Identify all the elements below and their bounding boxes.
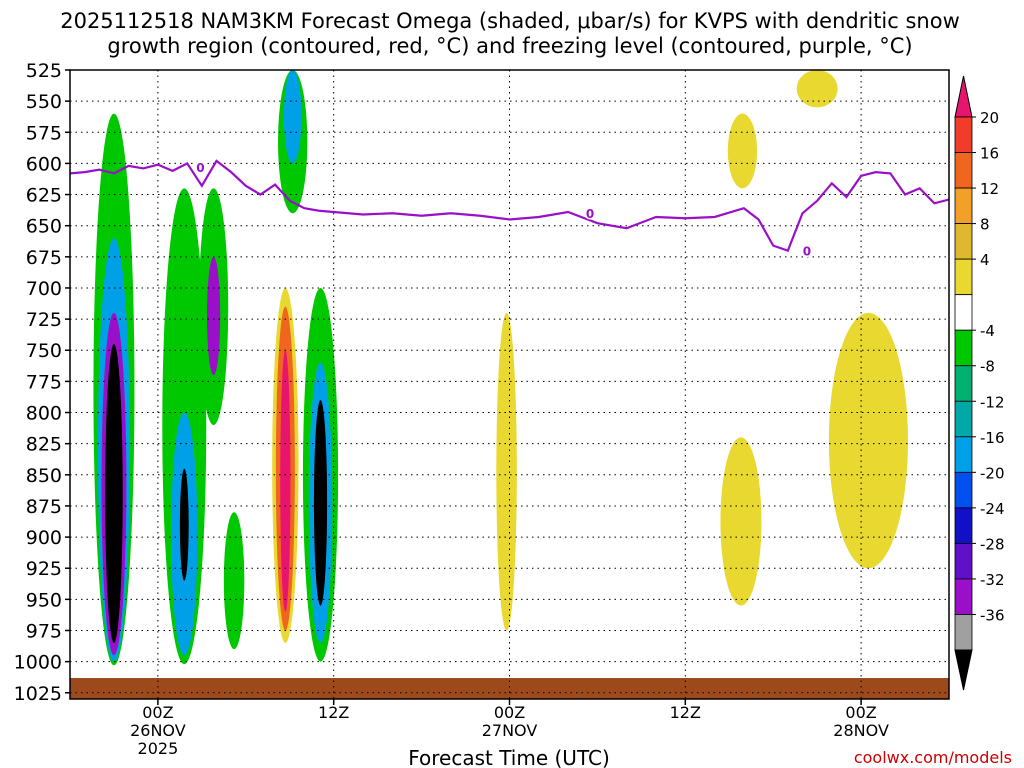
omega-region-9: [223, 512, 245, 650]
colorbar-swatch-14: [954, 614, 973, 651]
colorbar-swatch-9: [954, 436, 973, 473]
colorbar-swatch-3: [954, 223, 973, 260]
y-tick-label-625: 625: [26, 185, 62, 207]
credit-text: coolwx.com/models: [854, 748, 1012, 767]
x-tick-label-6-1: 26NOV: [130, 721, 186, 740]
x-tick-label-30-1: 27NOV: [482, 721, 538, 740]
y-tick-label-575: 575: [26, 122, 62, 144]
colorbar-label--28: -28: [980, 535, 1005, 553]
y-tick-label-925: 925: [26, 558, 62, 580]
colorbar-label--24: -24: [980, 500, 1005, 518]
colorbar-swatch-2: [954, 187, 973, 224]
colorbar: 20 16 12 8 4 -4 -8 -12 -16 -20 -24 -28 -32 -36: [954, 75, 1005, 691]
colorbar-swatch-10: [954, 471, 973, 509]
colorbar-label-16: 16: [980, 145, 999, 163]
colorbar-label-12: 12: [980, 180, 999, 198]
x-tick-label-54-1: 28NOV: [833, 721, 889, 740]
y-tick-label-875: 875: [26, 496, 62, 518]
y-tick-label-700: 700: [26, 278, 62, 300]
colorbar-top-arrow: [954, 75, 973, 118]
y-tick-label-600: 600: [26, 153, 62, 175]
omega-region-20: [720, 437, 762, 606]
colorbar-swatch-11: [954, 507, 973, 544]
y-tick-label-975: 975: [26, 620, 62, 642]
colorbar-swatch-12: [954, 543, 973, 580]
freezing-level-label-2: 0: [803, 245, 811, 259]
y-tick-label-550: 550: [26, 91, 62, 113]
freezing-level-label-1: 0: [586, 207, 594, 221]
y-tick-label-750: 750: [26, 340, 62, 362]
colorbar-swatch-1: [954, 152, 973, 189]
colorbar-swatch-5: [954, 294, 973, 331]
freezing-level-label-0: 0: [196, 161, 204, 175]
omega-shading: [93, 70, 908, 666]
x-tick-label-30-0: 00Z: [494, 703, 525, 722]
grid-lines: [70, 70, 949, 699]
omega-region-22: [828, 312, 908, 569]
omega-region-18: [496, 312, 517, 631]
terrain-ground: [70, 678, 949, 699]
y-tick-label-850: 850: [26, 465, 62, 487]
y-tick-label-1000: 1000: [14, 652, 62, 674]
colorbar-label--32: -32: [980, 571, 1005, 589]
colorbar-label-4: 4: [980, 251, 990, 269]
x-axis-label: Forecast Time (UTC): [408, 746, 610, 768]
omega-region-11: [283, 70, 302, 164]
colorbar-bottom-arrow: [954, 649, 973, 691]
x-tick-label-6-0: 00Z: [142, 703, 173, 722]
y-tick-label-525: 525: [26, 60, 62, 82]
omega-region-8: [206, 256, 221, 376]
x-tick-label-18-0: 12Z: [318, 703, 349, 722]
freezing-level-contour: 0 0 0: [70, 159, 949, 260]
omega-region-19: [727, 113, 758, 189]
colorbar-label--8: -8: [980, 358, 995, 376]
y-tick-label-1025: 1025: [14, 683, 62, 705]
chart-title-line1: 2025112518 NAM3KM Forecast Omega (shaded…: [60, 9, 960, 33]
colorbar-swatch-0: [954, 116, 973, 153]
y-tick-label-800: 800: [26, 403, 62, 425]
omega-region-3: [105, 344, 123, 643]
chart-title-line2: growth region (contoured, red, °C) and f…: [107, 34, 912, 58]
omega-region-14: [280, 350, 291, 612]
colorbar-label--36: -36: [980, 606, 1005, 624]
y-tick-label-950: 950: [26, 589, 62, 611]
colorbar-label-8: 8: [980, 216, 990, 234]
y-tick-label-825: 825: [26, 434, 62, 456]
colorbar-swatch-4: [954, 258, 973, 296]
y-axis: 525 550 575 600 625 650 675 700 725 750 775 800 825 8…: [14, 60, 70, 705]
colorbar-label--16: -16: [980, 429, 1005, 447]
colorbar-label--12: -12: [980, 393, 1005, 411]
colorbar-swatch-8: [954, 400, 973, 438]
omega-region-6: [179, 468, 189, 581]
colorbar-label--20: -20: [980, 464, 1005, 482]
x-tick-label-54-0: 00Z: [845, 703, 876, 722]
colorbar-swatch-7: [954, 365, 973, 402]
y-tick-label-900: 900: [26, 527, 62, 549]
colorbar-label-20: 20: [980, 109, 999, 127]
y-tick-label-775: 775: [26, 371, 62, 393]
colorbar-swatch-13: [954, 578, 973, 615]
y-tick-label-725: 725: [26, 309, 62, 331]
colorbar-swatch-6: [954, 329, 973, 367]
y-tick-label-650: 650: [26, 216, 62, 238]
omega-region-21: [796, 70, 838, 108]
y-tick-label-675: 675: [26, 247, 62, 269]
x-tick-label-42-0: 12Z: [670, 703, 701, 722]
omega-region-17: [313, 400, 328, 606]
x-tick-label-6-2: 2025: [138, 739, 179, 758]
colorbar-label--4: -4: [980, 322, 995, 340]
freezing-level-line: [70, 159, 949, 252]
